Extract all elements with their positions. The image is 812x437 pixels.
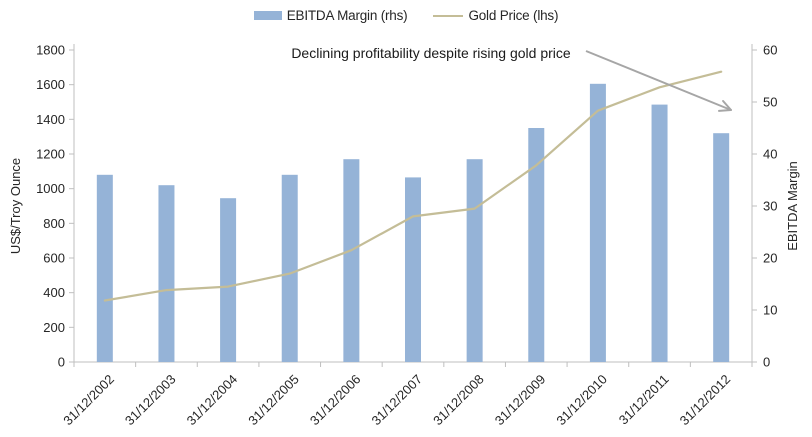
x-axis-label: 31/12/2011 bbox=[616, 372, 672, 428]
x-axis-label: 31/12/2009 bbox=[492, 372, 549, 429]
x-axis-label: 31/12/2006 bbox=[307, 372, 364, 429]
left-axis-tick-label: 1800 bbox=[36, 43, 65, 58]
left-axis-tick-label: 1000 bbox=[36, 181, 65, 196]
x-axis-label: 31/12/2002 bbox=[60, 372, 117, 429]
left-axis-tick-label: 200 bbox=[43, 320, 65, 335]
bar-2010 bbox=[589, 83, 606, 363]
bar-2005 bbox=[281, 174, 298, 362]
legend-item-gold: Gold Price (lhs) bbox=[433, 8, 558, 23]
bar-series-swatch-icon bbox=[253, 11, 282, 20]
annotation-arrow bbox=[585, 50, 732, 111]
bar-2011 bbox=[651, 104, 668, 362]
annotation-arrowhead bbox=[722, 100, 732, 111]
right-axis-tick-label: 40 bbox=[763, 147, 777, 162]
legend: EBITDA Margin (rhs) Gold Price (lhs) bbox=[0, 8, 812, 23]
bar-2008 bbox=[466, 159, 483, 362]
line-series-swatch-icon bbox=[433, 14, 464, 17]
legend-item-ebitda: EBITDA Margin (rhs) bbox=[253, 8, 408, 23]
x-axis-label: 31/12/2008 bbox=[430, 372, 487, 429]
chart-series-layer: 0 200 400 600 800 1000 1200 1400 1600 1800 0 10 20 30… bbox=[36, 43, 777, 429]
annotation-arrowhead bbox=[718, 109, 732, 112]
x-axis-label: 31/12/2010 bbox=[553, 372, 610, 429]
right-axis-tick-label: 60 bbox=[763, 43, 777, 58]
right-axis-tick-label: 20 bbox=[763, 251, 777, 266]
left-axis-tick-label: 0 bbox=[58, 355, 65, 370]
legend-label-gold: Gold Price (lhs) bbox=[468, 8, 559, 23]
bar-2004 bbox=[220, 198, 237, 362]
gold-price-line bbox=[103, 70, 723, 302]
bar-2009 bbox=[528, 128, 545, 362]
x-axis-label: 31/12/2005 bbox=[245, 372, 302, 429]
right-axis-tick-label: 30 bbox=[763, 199, 777, 214]
right-axis-tick-label: 10 bbox=[763, 303, 777, 318]
bar-2012 bbox=[713, 133, 730, 362]
right-axis-title: EBITDA Margin bbox=[785, 161, 800, 251]
left-axis-tick-label: 800 bbox=[43, 216, 65, 231]
left-axis-tick-label: 600 bbox=[43, 251, 65, 266]
left-axis-tick-label: 1200 bbox=[36, 147, 65, 162]
left-axis-title: US$/Troy Ounce bbox=[8, 158, 23, 254]
annotation-text: Declining profitability despite rising g… bbox=[291, 45, 571, 61]
bar-2002 bbox=[96, 174, 113, 362]
x-axis-label: 31/12/2004 bbox=[184, 372, 241, 429]
left-axis-tick-label: 1600 bbox=[36, 77, 65, 92]
right-axis-tick-label: 50 bbox=[763, 95, 777, 110]
x-axis-label: 31/12/2007 bbox=[368, 372, 425, 429]
left-axis-tick-label: 400 bbox=[43, 285, 65, 300]
bar-2003 bbox=[158, 185, 175, 362]
left-axis-tick-label: 1400 bbox=[36, 112, 65, 127]
x-axis-label: 31/12/2012 bbox=[677, 372, 734, 429]
x-axis-label: 31/12/2003 bbox=[122, 372, 179, 429]
bar-2007 bbox=[405, 177, 421, 362]
legend-label-ebitda: EBITDA Margin (rhs) bbox=[286, 8, 408, 23]
right-axis-tick-label: 0 bbox=[763, 355, 770, 370]
bar-2006 bbox=[343, 159, 360, 362]
